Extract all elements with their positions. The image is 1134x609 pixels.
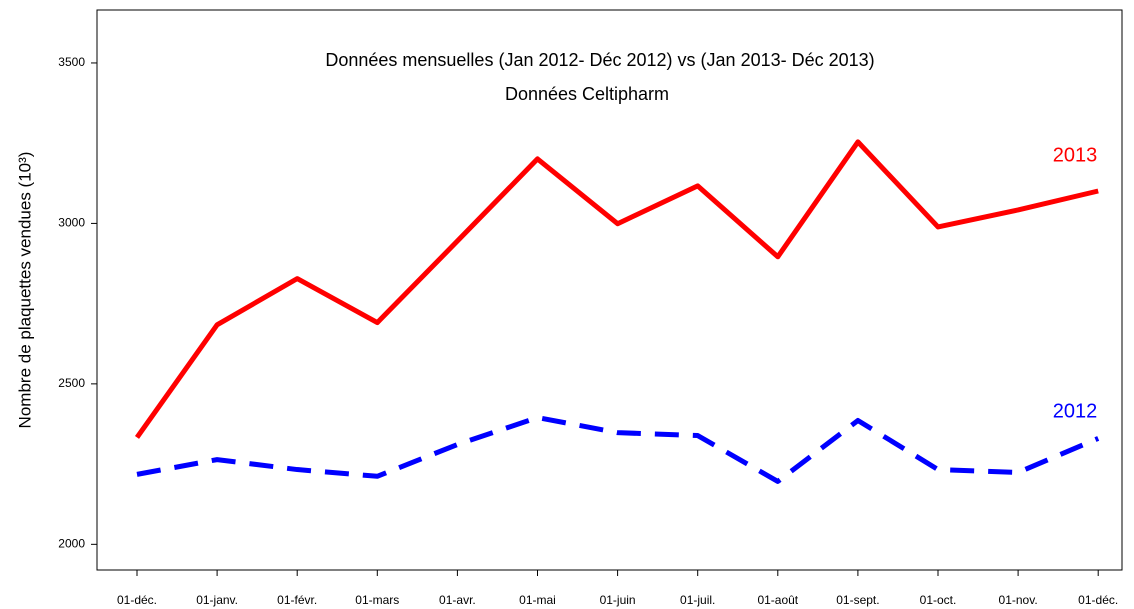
- x-tick-label: 01-févr.: [277, 593, 317, 607]
- x-tick-label: 01-nov.: [999, 593, 1038, 607]
- x-tick-label: 01-janv.: [196, 593, 238, 607]
- x-tick-label: 01-juil.: [680, 593, 715, 607]
- y-tick-label: 3000: [58, 216, 85, 230]
- chart-title: Données mensuelles (Jan 2012- Déc 2012) …: [325, 50, 874, 70]
- x-tick-label: 01-mai: [519, 593, 556, 607]
- x-tick-label: 01-avr.: [439, 593, 476, 607]
- series-label: 2012: [1053, 401, 1098, 423]
- x-tick-label: 01-juin: [600, 593, 636, 607]
- x-tick-label: 01-mars: [355, 593, 399, 607]
- y-tick-label: 2500: [58, 376, 85, 390]
- chart-subtitle: Données Celtipharm: [505, 84, 669, 104]
- x-tick-label: 01-sept.: [836, 593, 879, 607]
- y-tick-label: 2000: [58, 536, 85, 550]
- y-tick-label: 3500: [58, 55, 85, 69]
- y-axis-label: Nombre de plaquettes vendues (10³): [15, 152, 34, 429]
- plot-frame: [96, 9, 1123, 571]
- series-label: 2013: [1053, 144, 1098, 166]
- x-tick-label: 01-oct.: [920, 593, 957, 607]
- x-tick-label: 01-déc.: [1078, 593, 1118, 607]
- series-line: [134, 139, 1099, 439]
- x-tick-label: 01-déc.: [117, 593, 157, 607]
- series-line: [136, 415, 1100, 484]
- x-tick-label: 01-août: [757, 593, 798, 607]
